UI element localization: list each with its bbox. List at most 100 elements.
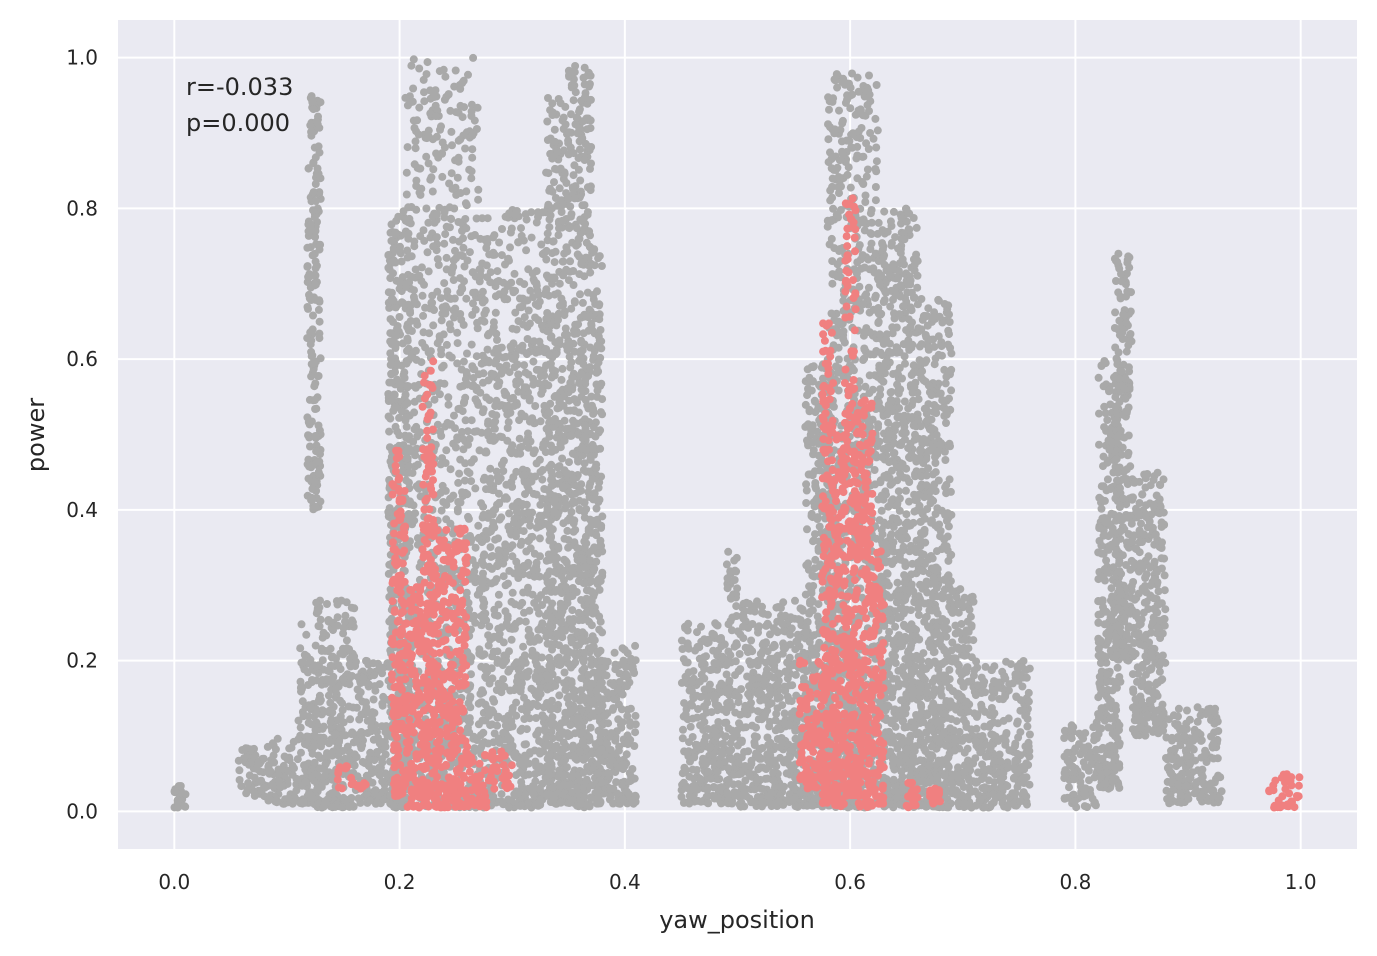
data-point [488, 706, 496, 715]
data-point [273, 734, 282, 743]
data-point [617, 705, 626, 714]
data-point [569, 171, 578, 180]
data-point [365, 796, 374, 805]
data-point [442, 500, 451, 509]
data-point [508, 707, 517, 716]
data-point [571, 754, 580, 763]
data-point [511, 749, 520, 758]
data-point [517, 705, 526, 714]
data-point [591, 432, 600, 441]
data-point [561, 626, 569, 635]
data-point [580, 93, 589, 102]
data-point [710, 630, 718, 639]
data-point [432, 234, 441, 242]
data-point [592, 504, 601, 513]
data-point [482, 261, 491, 270]
data-point [395, 246, 404, 255]
data-point [697, 797, 705, 806]
data-point [588, 326, 597, 335]
data-point [410, 160, 419, 169]
data-point [312, 441, 321, 450]
data-point [570, 395, 579, 404]
data-point [555, 691, 564, 700]
data-point [443, 287, 452, 296]
data-point [479, 405, 488, 414]
data-point [317, 742, 325, 751]
data-point [306, 121, 315, 130]
data-point [422, 204, 431, 213]
data-point [440, 279, 449, 288]
data-point [311, 233, 320, 241]
data-point [569, 691, 578, 700]
data-point [411, 137, 420, 146]
data-point [706, 743, 715, 752]
data-point [572, 241, 581, 250]
data-point [573, 783, 582, 792]
data-point [725, 684, 734, 693]
data-point [531, 402, 540, 410]
data-point [573, 544, 582, 553]
data-point [711, 727, 720, 736]
data-point [337, 596, 346, 605]
data-point [547, 719, 556, 727]
data-point [467, 458, 476, 467]
data-point [594, 483, 603, 492]
data-point [350, 604, 359, 613]
data-point [467, 174, 476, 183]
data-point [594, 358, 603, 367]
data-point [442, 253, 451, 262]
data-point [538, 475, 547, 484]
data-point [311, 732, 320, 741]
data-point [543, 117, 552, 126]
data-point [300, 798, 309, 807]
data-point [479, 613, 487, 622]
data-point [483, 273, 492, 282]
data-point [502, 619, 511, 628]
data-point [446, 465, 455, 474]
data-point [299, 658, 307, 667]
data-point [453, 435, 462, 444]
data-point [491, 308, 500, 317]
data-point [327, 789, 336, 798]
data-point [543, 570, 552, 579]
data-point [569, 527, 578, 536]
data-point [402, 168, 411, 177]
data-point [242, 789, 251, 798]
data-point [557, 610, 566, 619]
data-point [440, 213, 449, 222]
data-point [522, 547, 531, 556]
data-point [578, 217, 587, 226]
data-point [526, 630, 535, 639]
data-point [560, 331, 569, 339]
data-point [628, 798, 637, 806]
data-point [510, 269, 519, 278]
data-point [703, 799, 712, 808]
data-point [677, 636, 686, 645]
data-point [528, 414, 537, 423]
data-point [476, 698, 485, 707]
data-point [304, 431, 312, 440]
data-point [465, 248, 474, 257]
data-point [508, 541, 517, 550]
data-point [319, 628, 328, 637]
data-point [403, 334, 412, 343]
data-point [432, 149, 441, 158]
data-point [308, 351, 317, 360]
data-point [558, 364, 567, 373]
data-point [312, 662, 321, 671]
data-point [684, 619, 693, 628]
data-point [410, 425, 419, 434]
data-point [519, 527, 528, 536]
data-point [569, 497, 578, 506]
data-point [580, 156, 589, 164]
data-point [557, 294, 566, 303]
data-point [545, 661, 554, 670]
data-point [589, 423, 598, 432]
data-point [622, 670, 631, 679]
data-point [468, 268, 477, 277]
data-point [442, 265, 451, 274]
data-point [573, 419, 582, 428]
data-point [447, 127, 456, 136]
data-point [244, 779, 253, 788]
data-point [298, 781, 307, 790]
